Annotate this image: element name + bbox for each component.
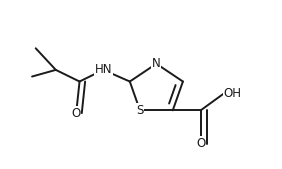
Text: O: O [196, 137, 205, 150]
Text: O: O [72, 107, 81, 120]
Text: S: S [136, 104, 144, 117]
Text: OH: OH [224, 87, 242, 100]
Text: HN: HN [94, 63, 112, 76]
Text: N: N [152, 57, 161, 70]
